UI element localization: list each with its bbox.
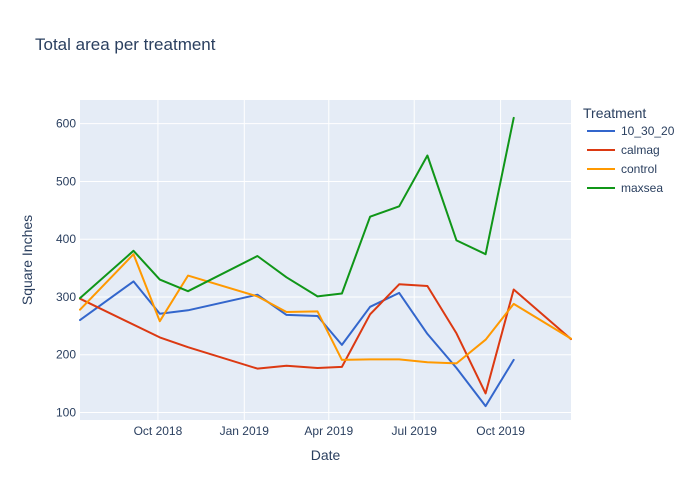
x-tick-label: Jan 2019 <box>220 424 270 438</box>
x-tick-label: Oct 2019 <box>476 424 525 438</box>
legend-title: Treatment <box>583 105 646 121</box>
x-tick-label: Oct 2018 <box>134 424 183 438</box>
x-tick-label: Jul 2019 <box>392 424 438 438</box>
x-axis-ticks: Oct 2018 Jan 2019 Apr 2019 Jul 2019 Oct 2019 <box>134 424 526 438</box>
y-tick-label: 500 <box>56 174 76 188</box>
legend-label: control <box>621 162 657 176</box>
y-tick-label: 200 <box>56 348 76 362</box>
y-tick-label: 400 <box>56 232 76 246</box>
grid-lines <box>80 100 571 420</box>
x-tick-label: Apr 2019 <box>304 424 353 438</box>
legend-label: calmag <box>621 143 660 157</box>
y-axis-ticks: 100 200 300 400 500 600 <box>56 117 76 420</box>
x-axis-title: Date <box>311 447 341 463</box>
series-line-control <box>79 253 572 365</box>
series-lines <box>79 116 572 408</box>
y-tick-label: 600 <box>56 117 76 131</box>
legend-label: 10_30_20 <box>621 124 675 138</box>
y-tick-label: 100 <box>56 405 76 419</box>
series-line-maxsea <box>79 116 515 300</box>
series-line-calmag <box>79 283 572 395</box>
y-axis-title: Square Inches <box>19 215 35 305</box>
legend-label: maxsea <box>621 181 663 195</box>
chart-title: Total area per treatment <box>35 35 216 54</box>
y-tick-label: 300 <box>56 290 76 304</box>
plot-area <box>80 100 571 420</box>
